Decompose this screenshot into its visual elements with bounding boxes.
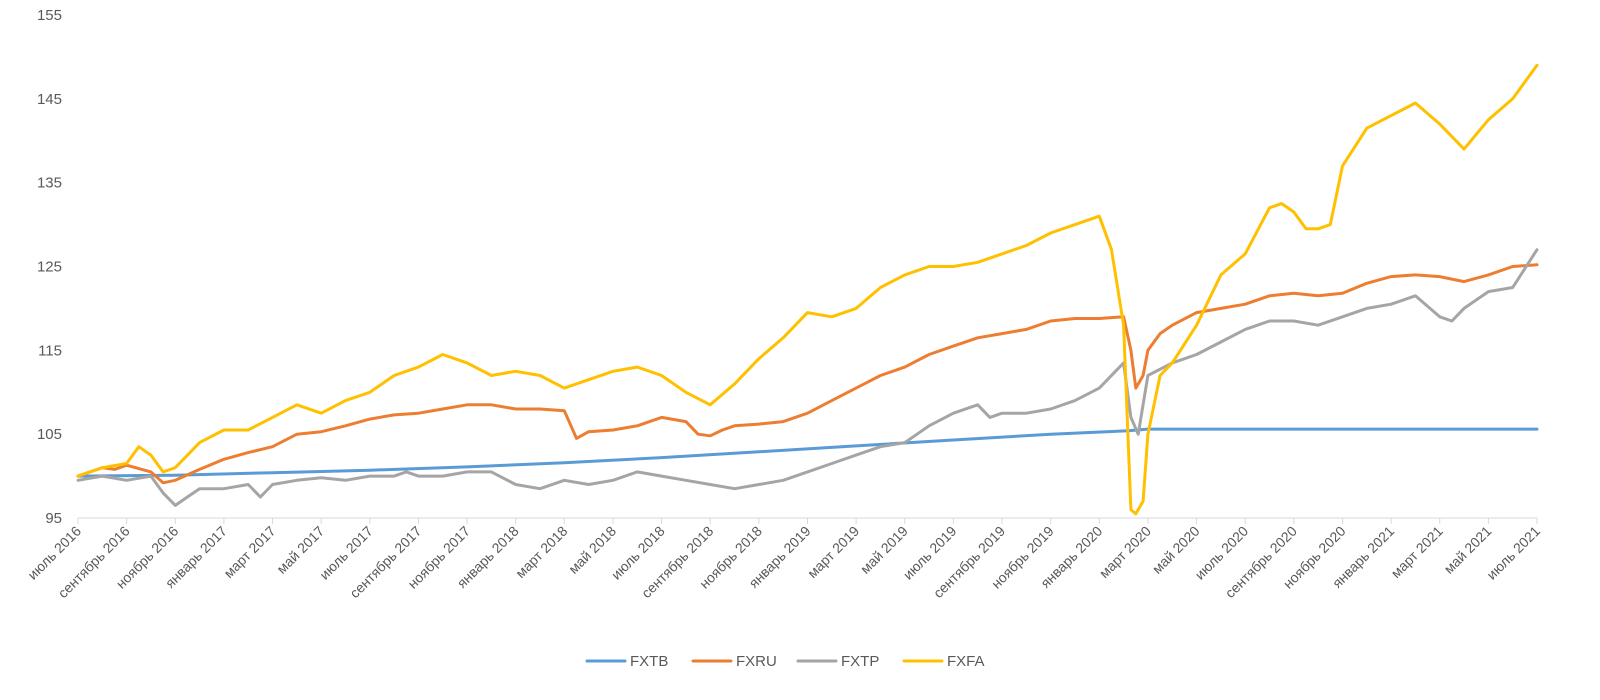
x-tick-label: март 2021 <box>1388 523 1446 581</box>
y-tick-label: 95 <box>45 510 62 527</box>
legend-item-fxtp: FXTP <box>796 653 879 670</box>
legend-label: FXTB <box>630 653 668 670</box>
legend: FXTB FXRU FXTP FXFA <box>585 653 985 670</box>
legend-label: FXFA <box>947 653 985 670</box>
x-tick-label: март 2018 <box>512 523 570 581</box>
x-tick-label: март 2019 <box>804 523 862 581</box>
y-tick-label: 135 <box>37 175 62 192</box>
y-tick-label: 145 <box>37 91 62 108</box>
legend-label: FXRU <box>736 653 777 670</box>
x-tick-label: июль 2021 <box>1483 523 1543 583</box>
y-axis-ticks: 95 105 115 125 135 145 155 <box>37 7 62 527</box>
series-line-fxtb <box>76 427 1539 478</box>
x-tick-label: март 2020 <box>1096 523 1154 581</box>
legend-item-fxru: FXRU <box>691 653 777 670</box>
legend-item-fxtb: FXTB <box>585 653 668 670</box>
legend-item-fxfa: FXFA <box>902 653 985 670</box>
y-tick-label: 115 <box>38 342 62 359</box>
y-tick-label: 155 <box>37 7 62 24</box>
series-lines <box>76 63 1539 516</box>
legend-label: FXTP <box>841 653 879 670</box>
y-tick-label: 125 <box>37 259 62 276</box>
series-line-fxtp <box>76 248 1539 507</box>
series-line-fxru <box>76 263 1539 485</box>
series-line-fxfa <box>76 63 1539 516</box>
x-axis-tick-marks <box>77 518 1538 524</box>
y-tick-label: 105 <box>37 426 62 443</box>
x-tick-label: март 2017 <box>220 523 278 581</box>
